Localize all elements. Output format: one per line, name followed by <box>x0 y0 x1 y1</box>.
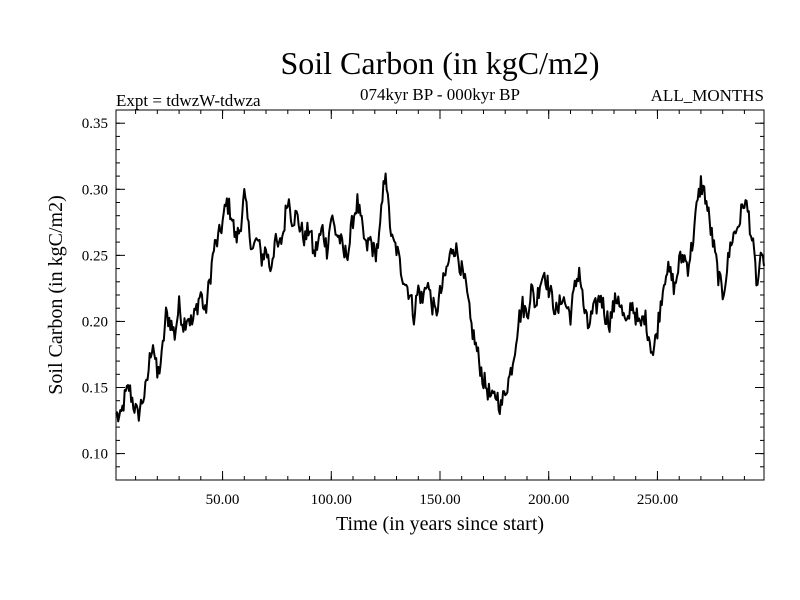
y-tick-label: 0.15 <box>82 381 108 397</box>
x-axis-title: Time (in years since start) <box>336 513 544 535</box>
series-line-soil-carbon <box>115 172 765 423</box>
x-tick-label: 250.00 <box>637 492 678 508</box>
months-label: ALL_MONTHS <box>651 86 764 105</box>
chart-title: Soil Carbon (in kgC/m2) <box>280 45 599 81</box>
x-tick-label: 200.00 <box>528 492 569 508</box>
y-tick-label: 0.25 <box>82 248 108 264</box>
y-tick-label: 0.20 <box>82 314 108 330</box>
y-tick-label: 0.10 <box>82 447 108 463</box>
y-axis-title: Soil Carbon (in kgC/m2) <box>45 195 67 394</box>
x-tick-label: 50.00 <box>206 492 240 508</box>
x-tick-label: 100.00 <box>311 492 352 508</box>
x-axis: 50.00 100.00 150.00 200.00 250.00 <box>135 110 745 508</box>
experiment-label: Expt = tdwzW-tdwza <box>116 91 261 110</box>
x-tick-label: 150.00 <box>419 492 460 508</box>
y-tick-label: 0.35 <box>82 116 108 132</box>
y-tick-label: 0.30 <box>82 182 108 198</box>
time-range-label: 074kyr BP - 000kyr BP <box>360 85 520 104</box>
